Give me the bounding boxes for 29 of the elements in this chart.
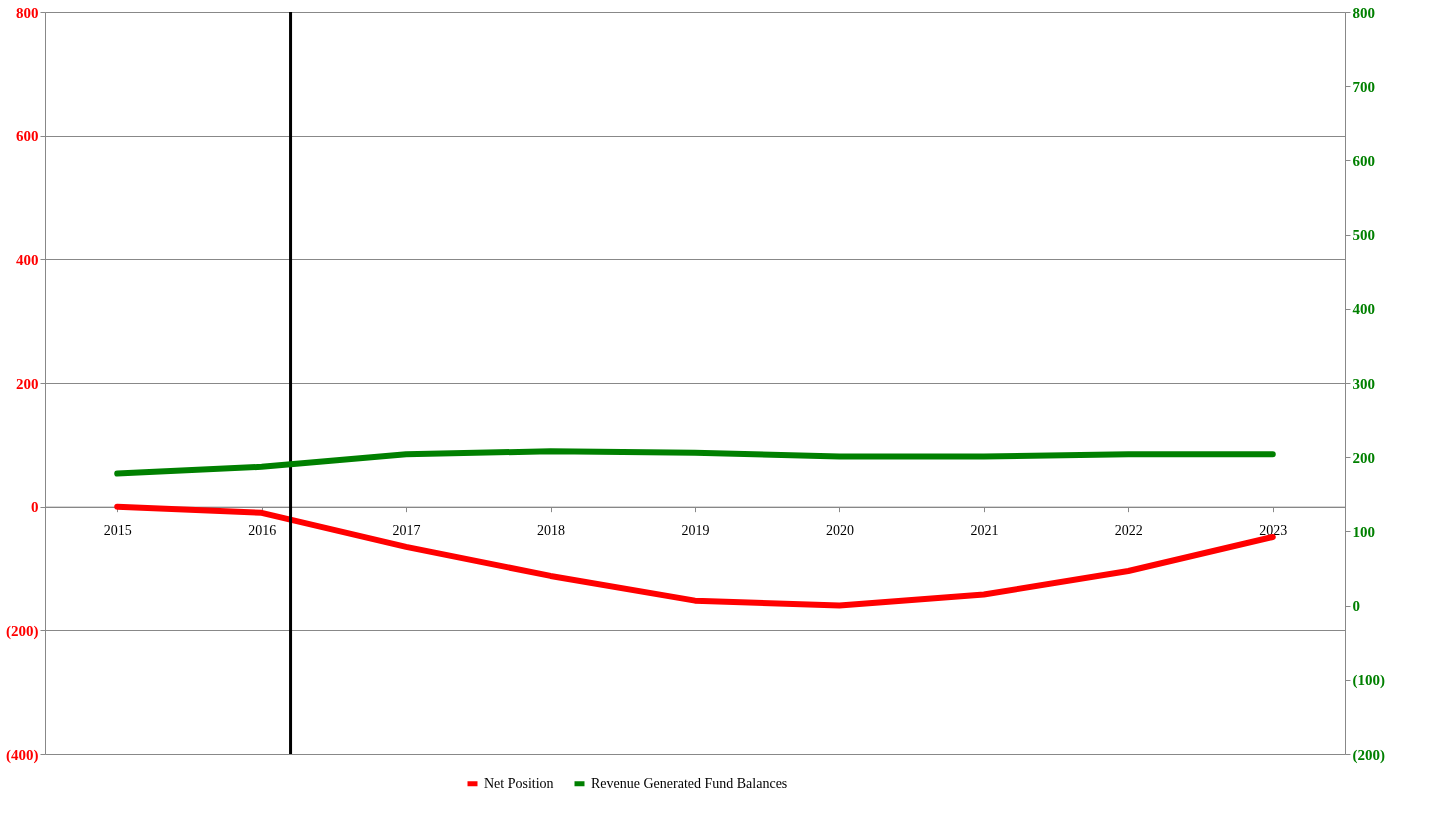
y-tick-label: (400) xyxy=(6,746,39,764)
x-tick-label: 2017 xyxy=(392,523,421,539)
x-tick-label: 2021 xyxy=(970,523,999,539)
y2-tick-label: 500 xyxy=(1352,227,1375,244)
y2-tick-label: 0 xyxy=(1352,598,1360,615)
y-tick-label: 800 xyxy=(16,4,39,21)
y2-tick-label: 700 xyxy=(1352,78,1375,95)
y-tick-label: 400 xyxy=(16,251,39,268)
y2-tick-label: 200 xyxy=(1352,449,1375,466)
x-tick-label: 2022 xyxy=(1114,523,1143,539)
x-tick-label: 2015 xyxy=(103,523,132,539)
x-tick-label: 2016 xyxy=(248,523,277,539)
legend-label: Net Position xyxy=(484,775,554,791)
y2-tick-label: 400 xyxy=(1352,301,1375,318)
x-tick-label: 2020 xyxy=(825,523,854,539)
y-tick-label: (200) xyxy=(6,622,39,640)
y2-tick-label: (200) xyxy=(1352,746,1385,764)
y2-tick-label: 100 xyxy=(1352,523,1375,540)
y-tick-label: 200 xyxy=(16,375,39,392)
y2-tick-label: (100) xyxy=(1352,672,1385,690)
y2-tick-label: 300 xyxy=(1352,375,1375,392)
x-tick-label: 2018 xyxy=(537,523,566,539)
y-tick-label: 600 xyxy=(16,128,39,145)
x-tick-label: 2019 xyxy=(681,523,710,539)
y2-tick-label: 600 xyxy=(1352,152,1375,169)
legend-label: Revenue Generated Fund Balances xyxy=(591,775,788,791)
x-tick-label: 2023 xyxy=(1259,523,1288,539)
y2-tick-label: 800 xyxy=(1352,4,1375,21)
y-tick-label: 0 xyxy=(31,499,39,516)
